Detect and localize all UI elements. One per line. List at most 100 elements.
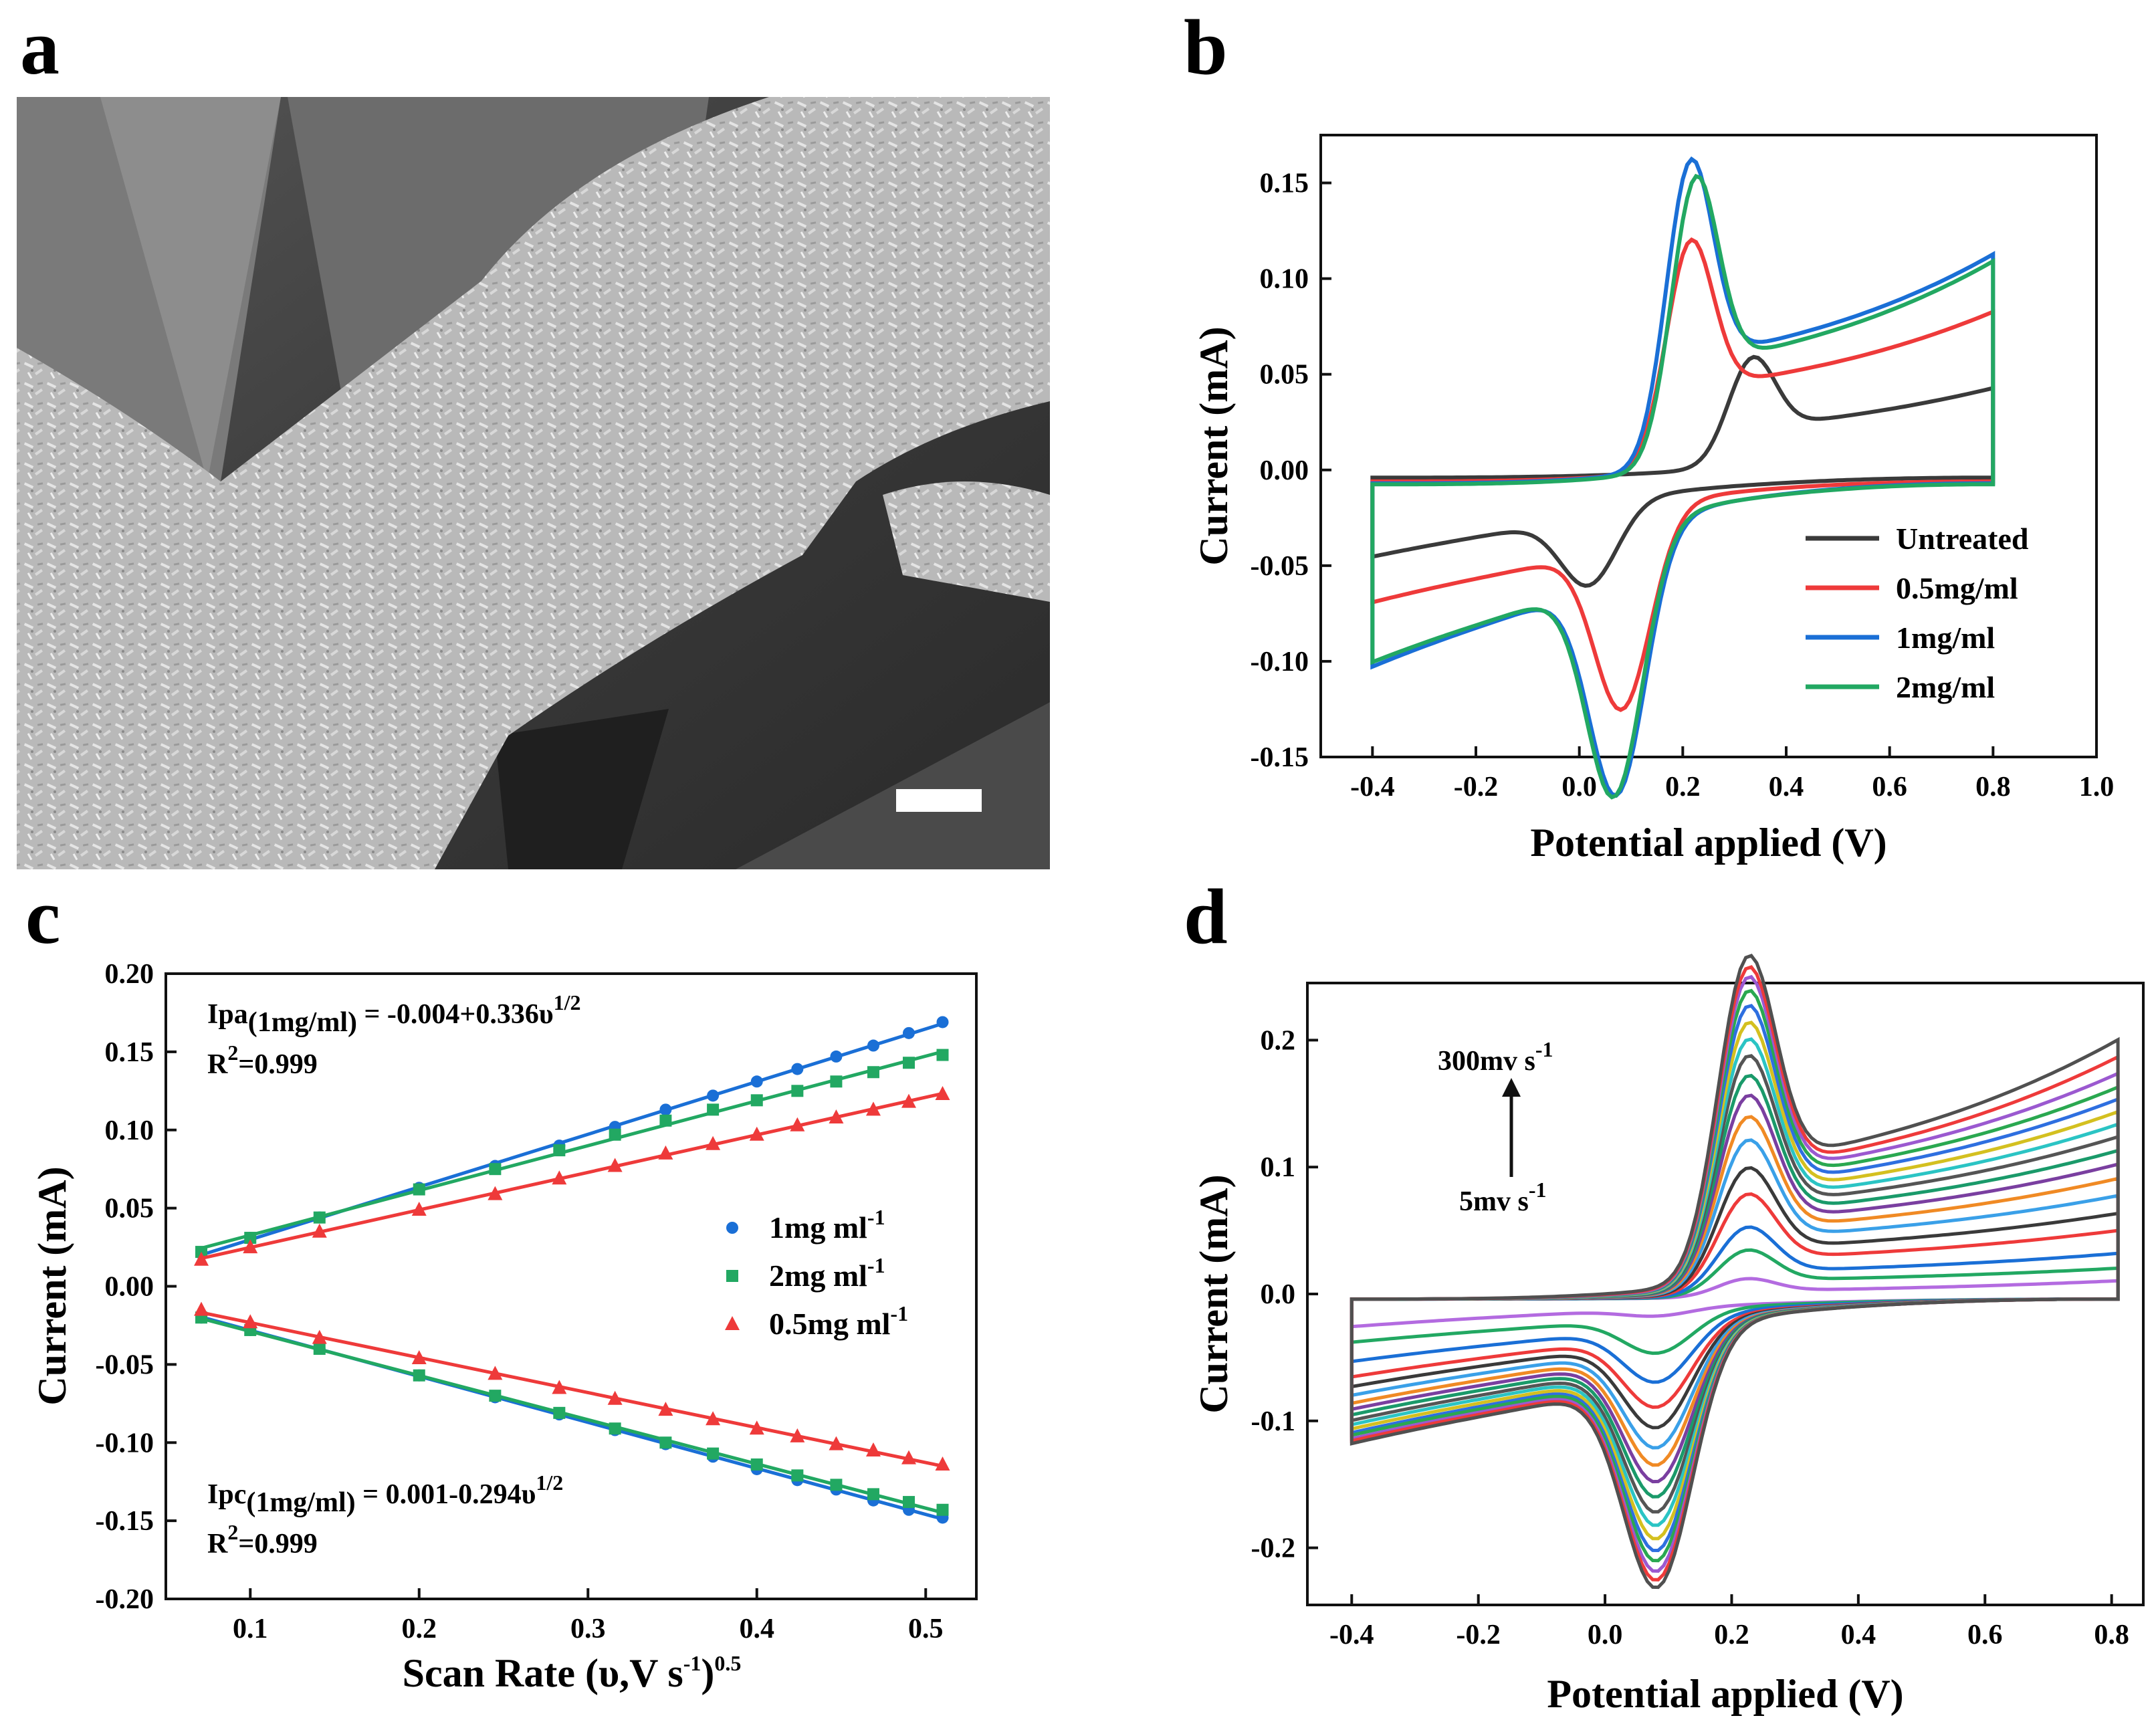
data-point [936,1016,949,1028]
cv-curve [1350,954,2120,1590]
x-tick-label: 1.0 [2079,772,2115,802]
data-point [411,1350,427,1365]
data-point [194,1301,209,1316]
y-tick-label: 0.05 [105,1194,154,1224]
x-tick-label: -0.4 [1329,1620,1374,1650]
ipc-r2: R [207,1529,228,1559]
data-point [726,1222,738,1234]
y-tick-label: -0.15 [96,1506,154,1537]
data-point [749,1126,764,1141]
data-point [936,1049,949,1061]
legend-b: Untreated 0.5mg/ml 1mg/ml 2mg/ml [1806,522,2029,704]
legend-label-sup: -1 [890,1301,908,1325]
legend-label: Untreated [1896,522,2029,556]
svg-text:R2=0.999: R2=0.999 [207,1520,318,1559]
legend-label-text: 0.5mg ml [769,1307,890,1341]
ipa-main: Ipa [207,999,248,1030]
x-tick-label: -0.4 [1350,772,1395,802]
data-point [553,1406,566,1419]
data-point [659,1114,672,1127]
legend-label: 0.5mg/ml [1896,571,2018,605]
y-tick-label: 0.20 [105,959,154,990]
data-point [244,1232,257,1244]
y-tick-label: -0.2 [1251,1533,1296,1564]
y-tick-label: -0.10 [96,1428,154,1458]
sem-image [17,97,1050,869]
legend-label: 2mg ml-1 [769,1253,885,1293]
legend-label-sup: -1 [867,1253,885,1277]
chart-c: 0.1 0.2 0.3 0.4 0.5 -0.20 -0.15 -0.10 -0.05 0.00 0… [30,959,978,1695]
data-point [830,1050,843,1063]
y-tick-label: -0.05 [96,1349,154,1380]
data-point [553,1144,566,1157]
data-point [903,1496,915,1509]
x-tick-label: 0.2 [1714,1620,1749,1650]
data-point [865,1442,881,1456]
legend-label-text: 2mg ml [769,1259,867,1293]
data-point [489,1163,502,1176]
data-point [313,1343,326,1355]
y-tick-label: 0.15 [105,1037,154,1068]
x-axis-title-b: Potential applied (V) [1530,821,1886,865]
legend-label: 1mg ml-1 [769,1205,885,1244]
fit-line [201,1091,944,1261]
chart-b: -0.4 -0.2 0.0 0.2 0.4 0.6 0.8 1.0 -0.15 -0.10 -0.0… [1192,134,2115,865]
legend-label: 0.5mg ml-1 [769,1301,908,1341]
annotation-300-text: 300mv s [1438,1046,1535,1077]
ipa-sub: (1mg/ml) [248,1007,357,1038]
x-tick-label: 0.2 [402,1614,437,1644]
data-point [243,1239,258,1254]
data-point [313,1211,326,1224]
ipc-annotation: Ipc(1mg/ml) = 0.001-0.294υ1/2 R2=0.999 [207,1471,563,1559]
ipc-sub: (1mg/ml) [246,1487,355,1518]
y-tick-label: -0.15 [1251,742,1309,773]
y-axis-title-d: Current (mA) [1192,1174,1236,1413]
legend-label: 1mg/ml [1896,621,1995,655]
cv-curve-2mg/ml [1370,173,1996,800]
annotation-5: 5mv s-1 [1459,1178,1547,1217]
data-point [413,1369,425,1382]
data-point [413,1183,425,1196]
panel-letter-b: b [1184,3,1228,91]
ipa-sup: 1/2 [554,990,581,1014]
y-tick-label: 0.15 [1260,169,1309,199]
legend-label-sup: -1 [867,1205,885,1229]
data-point [790,1117,805,1131]
x-axis-title-c-tail: ) [701,1651,714,1695]
ipa-eq: = -0.004+0.336υ [357,999,554,1030]
data-point [488,1366,503,1380]
plot-frame-b [1319,134,2098,758]
data-point [829,1109,844,1124]
data-point [194,1251,209,1266]
svg-text:R2=0.999: R2=0.999 [207,1041,318,1080]
data-point [791,1085,804,1097]
data-point [488,1186,503,1200]
data-point [552,1170,567,1185]
data-point [830,1479,843,1491]
x-axis-title-c-sup1: -1 [683,1651,702,1675]
y-tick-label: 0.10 [1260,264,1309,295]
annotation-5-text: 5mv s [1459,1186,1529,1217]
y-tick-label: 0.00 [1260,455,1309,486]
data-point [750,1458,763,1471]
panel-letter-c: c [25,873,60,960]
data-point [607,1158,623,1172]
x-tick-label: 0.3 [570,1614,606,1644]
data-point [659,1436,672,1449]
x-tick-label: 0.8 [1975,772,2011,802]
data-point [865,1101,881,1116]
annotation-300-sup: -1 [1535,1037,1553,1061]
data-point [707,1447,720,1460]
y-axis-title-c: Current (mA) [30,1166,74,1405]
data-point [830,1075,843,1088]
fit-line [201,1311,944,1468]
chart-d: -0.4 -0.2 0.0 0.2 0.4 0.6 0.8 -0.2 -0.1 0.0 0.1 0.2… [1192,954,2145,1716]
x-axis-title-c: Scan Rate (υ,V s-1)0.5 [403,1651,742,1695]
ipa-r2: R [207,1049,228,1080]
data-point [552,1380,567,1394]
ipc-r2-sup: 2 [227,1520,238,1544]
y-axis-title-b: Current (mA) [1192,326,1236,565]
data-point [726,1270,738,1282]
data-point [749,1420,764,1435]
